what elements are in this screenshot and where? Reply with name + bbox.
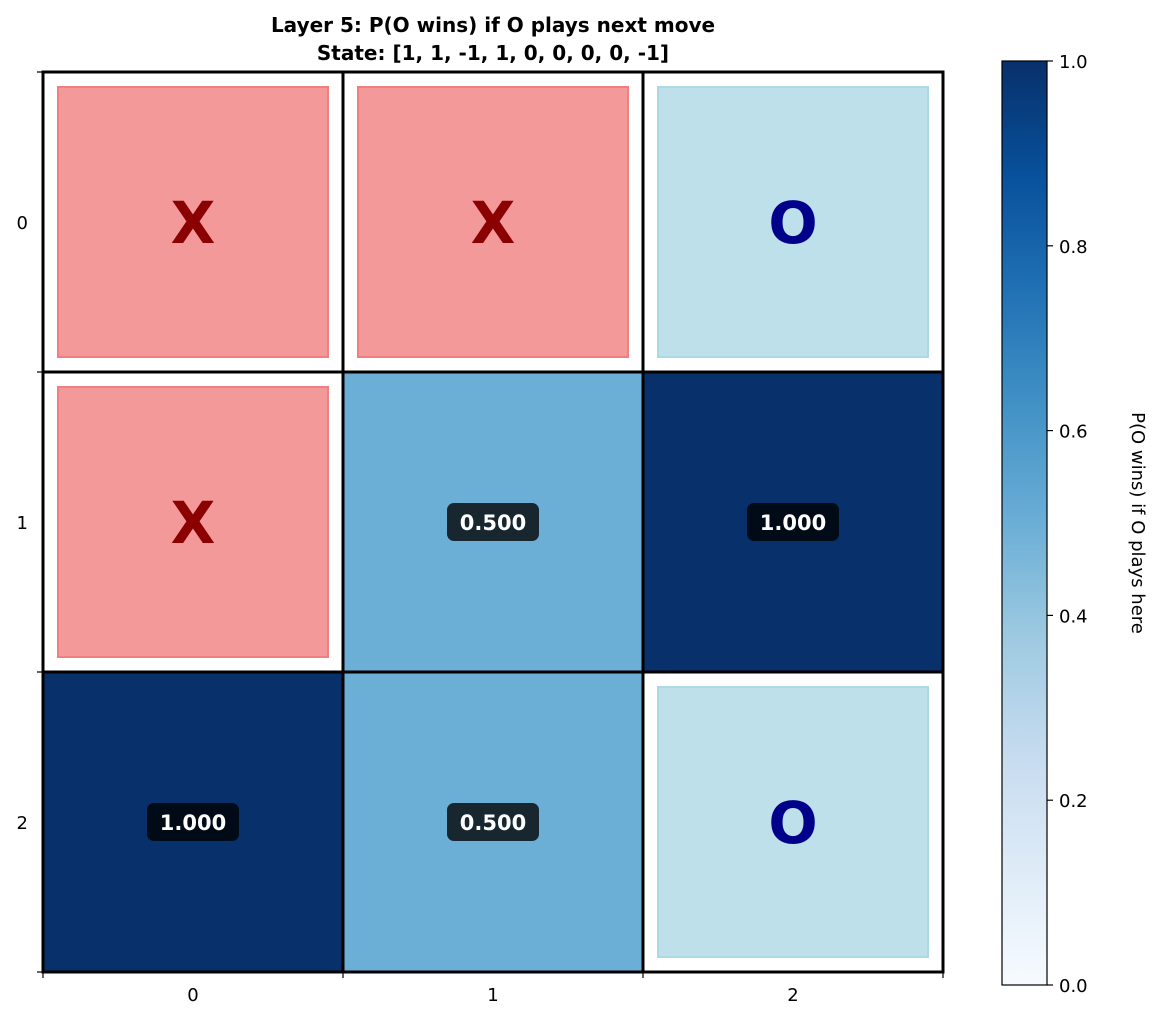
chart-subtitle: State: [1, 1, -1, 1, 0, 0, 0, 0, -1] xyxy=(317,41,669,65)
y-tick-label: 1 xyxy=(17,513,28,534)
colorbar-tick-label: 0.2 xyxy=(1059,791,1088,812)
cell-2-0: 1.000 xyxy=(41,670,345,974)
colorbar: 0.0 0.2 0.4 0.6 0.8 1.0 P(O wins) if O plays h… xyxy=(1001,52,1148,997)
value-label-box xyxy=(447,503,539,541)
value-label: 0.500 xyxy=(460,511,526,535)
cell-1-2: 1.000 xyxy=(641,370,945,674)
o-piece-tile xyxy=(657,686,929,958)
cell-0-0: X xyxy=(41,70,345,374)
o-piece-mark: O xyxy=(768,789,817,857)
cell-0-1: X xyxy=(341,70,645,374)
value-label: 1.000 xyxy=(760,511,826,535)
x-tick-label: 0 xyxy=(187,985,198,1006)
board: X X O X 0.500 1.000 1.000 0.500 O xyxy=(41,70,945,974)
board-axes: 0 1 2 0 1 2 xyxy=(17,71,944,1006)
colorbar-tick-label: 0.8 xyxy=(1059,237,1088,258)
value-label-box xyxy=(747,503,839,541)
x-tick-label: 2 xyxy=(787,985,798,1006)
colorbar-gradient xyxy=(1001,60,1048,986)
x-tick-label: 1 xyxy=(487,985,498,1006)
value-label-box xyxy=(147,803,239,841)
colorbar-tick-label: 0.0 xyxy=(1059,976,1088,997)
value-label: 0.500 xyxy=(460,811,526,835)
x-piece-mark: X xyxy=(171,489,216,557)
cell-2-1: 0.500 xyxy=(341,670,645,974)
y-tick-label: 2 xyxy=(17,813,28,834)
value-label-box xyxy=(447,803,539,841)
y-tick-label: 0 xyxy=(17,213,28,234)
cell-0-2: O xyxy=(641,70,945,374)
x-piece-mark: X xyxy=(171,189,216,257)
colorbar-tick-label: 1.0 xyxy=(1059,52,1088,73)
colorbar-tick-label: 0.4 xyxy=(1059,606,1088,627)
cell-2-2: O xyxy=(641,670,945,974)
x-piece-tile xyxy=(57,86,329,358)
cell-1-0: X xyxy=(41,370,345,674)
chart-title: Layer 5: P(O wins) if O plays next move xyxy=(271,13,715,37)
o-piece-tile xyxy=(657,86,929,358)
colorbar-tick-label: 0.6 xyxy=(1059,422,1088,443)
colorbar-label: P(O wins) if O plays here xyxy=(1127,412,1148,634)
o-piece-mark: O xyxy=(768,189,817,257)
x-piece-mark: X xyxy=(471,189,516,257)
cell-1-1: 0.500 xyxy=(341,370,645,674)
x-piece-tile xyxy=(57,386,329,658)
x-piece-tile xyxy=(357,86,629,358)
value-label: 1.000 xyxy=(160,811,226,835)
cell-border xyxy=(641,670,945,974)
